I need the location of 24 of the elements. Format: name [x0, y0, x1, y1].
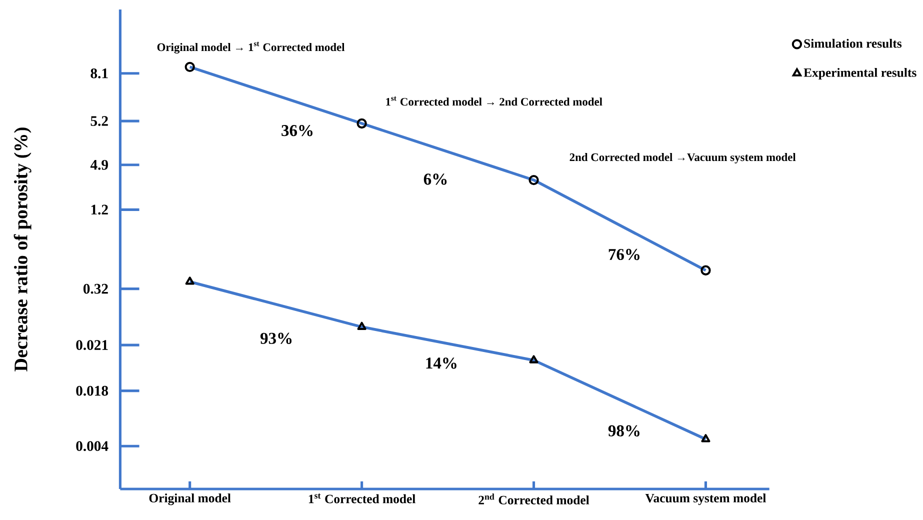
text: 4.9: [90, 160, 108, 170]
annotation: 2nd Corrected model →Vacuum system model: [570, 152, 796, 164]
legend-label: Simulation results: [804, 38, 902, 48]
annotation: 98%: [608, 425, 640, 436]
text: 8.1: [90, 68, 108, 78]
annotation: 93%: [260, 332, 292, 344]
text: 0.018: [76, 386, 108, 396]
x-tick-label: Original model: [149, 493, 231, 505]
text: 5.2: [90, 116, 108, 126]
text: 1.2: [91, 204, 108, 214]
annotation: 6%: [424, 173, 447, 185]
text: 0.32: [83, 284, 108, 294]
annotation: 1$^{st}$ Corrected model → 2nd Corrected model: [386, 96, 602, 106]
x-tick-label: Vacuum system model: [645, 493, 766, 505]
text: 0.004: [76, 440, 108, 451]
text: 0.021: [76, 340, 108, 350]
legend-label: Experimental results: [804, 68, 916, 80]
annotation: 36%: [282, 124, 312, 136]
annotation: 14%: [426, 357, 456, 369]
annotation: 76%: [608, 248, 640, 260]
text: Original model → 1$^{st}$ Corrected model: [157, 42, 345, 54]
x-tick-label: 2$^{nd}$ Corrected model: [478, 493, 590, 504]
x-tick-label: 1$^{st}$ Corrected model: [308, 493, 416, 504]
y-axis-title: Decrease ratio of porosity (%): [14, 127, 32, 372]
